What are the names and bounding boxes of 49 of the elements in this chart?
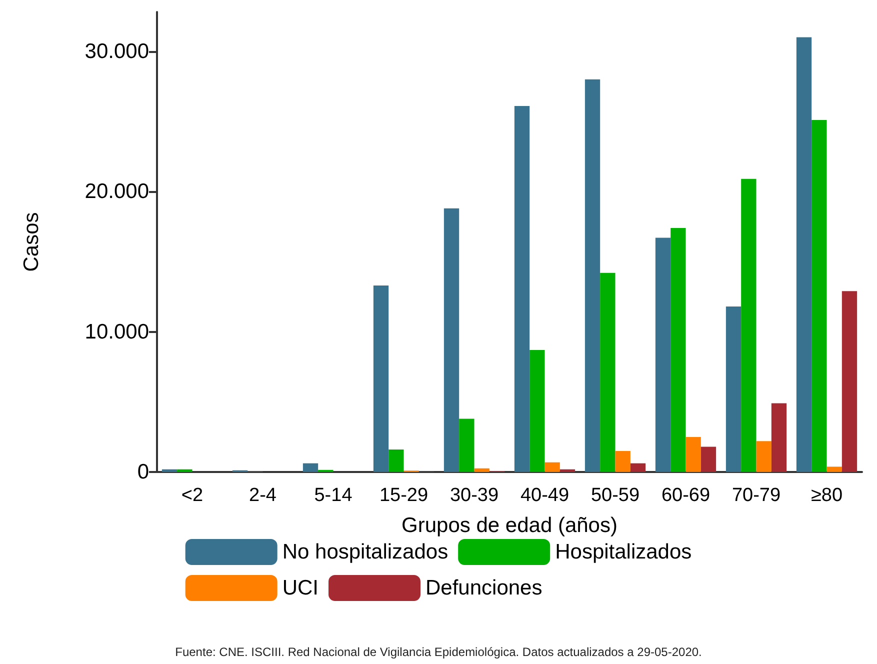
legend-label: No hospitalizados [282,540,448,564]
bar [756,441,772,472]
x-tick-label: 30-39 [450,485,499,506]
x-tick-label: 50-59 [590,485,640,506]
y-tick-label: 0 [137,460,149,484]
y-tick-label: 10.000 [84,320,149,344]
bar [700,446,716,472]
bar [686,436,701,472]
bar [302,463,318,472]
bar [655,238,671,472]
x-tick-label: 60-69 [661,485,710,506]
y-tick-label: 20.000 [84,180,149,204]
bar [373,285,389,472]
x-axis-title: Grupos de edad (años) [402,514,618,537]
bar [560,469,576,472]
bar [177,469,192,472]
bar [544,462,560,472]
bar [444,208,460,472]
bar [530,350,545,472]
bar [600,272,616,472]
bar [670,228,686,472]
x-tick-label: 15-29 [379,485,428,506]
bar [474,468,490,472]
y-axis-title: Casos [20,212,43,272]
legend-label: Hospitalizados [555,540,692,564]
x-tick-label: 2-4 [249,485,277,506]
source-note: Fuente: CNE. ISCIII. Red Nacional de Vigilancia Epidemiológica. Datos actualizados a 29-05-2020. [175,645,702,659]
bar [514,106,530,472]
bar [459,418,474,472]
legend-label: UCI [282,576,319,600]
y-tick-label: 30.000 [84,40,149,63]
bar [630,463,646,472]
bar [584,79,600,472]
bar [388,450,404,472]
bar [162,469,178,472]
x-tick-label: ≥80 [810,485,843,506]
bar [812,120,827,472]
x-tick-label: 40-49 [520,485,570,506]
legend-label: Defunciones [425,576,542,600]
bar [726,306,742,472]
bar [771,403,787,472]
bar [826,466,842,472]
bar [615,450,630,472]
x-tick-label: 5-14 [314,485,353,506]
x-tick-label: <2 [181,485,204,506]
bar [741,178,756,472]
bar [796,37,812,472]
bar [842,291,858,472]
x-tick-label: 70-79 [732,485,781,506]
